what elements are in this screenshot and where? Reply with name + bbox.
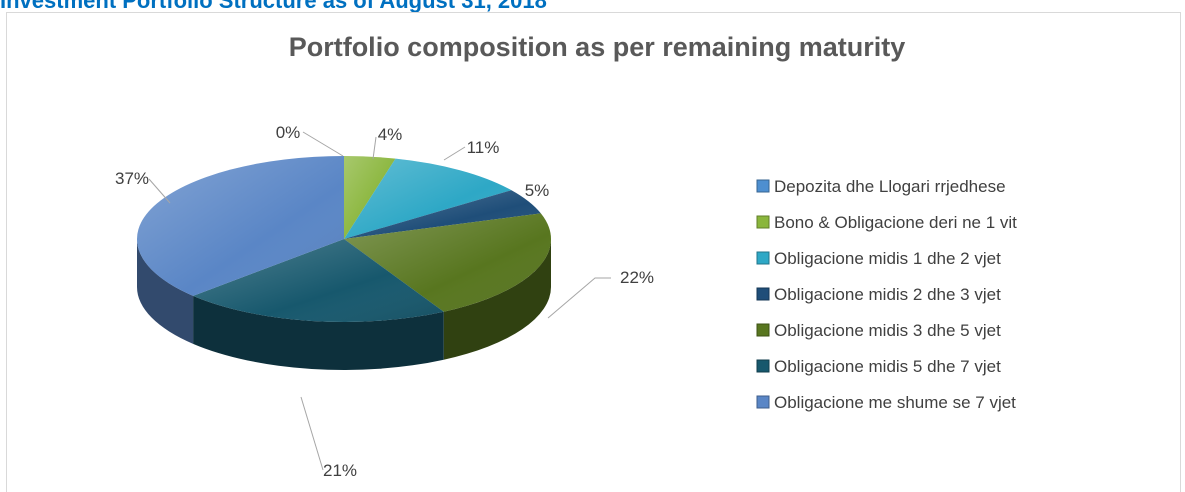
pie-top bbox=[137, 156, 551, 322]
legend-swatch-5 bbox=[756, 359, 770, 373]
legend-swatch-0 bbox=[756, 179, 770, 193]
legend-swatch-2 bbox=[756, 251, 770, 265]
data-label-1: 4% bbox=[378, 125, 403, 144]
data-label-4: 22% bbox=[620, 268, 654, 287]
leader-line-2 bbox=[443, 146, 466, 161]
legend-label-2: Obligacione midis 1 dhe 2 vjet bbox=[774, 249, 1001, 268]
pie-slice-shine-3 bbox=[344, 190, 541, 239]
pie-side-6 bbox=[137, 239, 194, 344]
data-label-2: 11% bbox=[467, 138, 500, 157]
pie-slice-shine-1 bbox=[344, 156, 396, 239]
legend-swatch-3 bbox=[756, 287, 770, 301]
pie-slice-shine-4 bbox=[344, 213, 551, 312]
data-label-6: 37% bbox=[115, 169, 149, 188]
data-label-5: 21% bbox=[323, 461, 357, 480]
pie-slice-shine-6 bbox=[137, 156, 344, 296]
pie-slice-shine-5 bbox=[193, 239, 444, 322]
legend-label-0: Depozita dhe Llogari rrjedhese bbox=[774, 177, 1006, 196]
legend-label-6: Obligacione me shume se 7 vjet bbox=[774, 393, 1016, 412]
leader-line-1 bbox=[372, 136, 377, 160]
leader-line-6 bbox=[148, 178, 171, 204]
chart-title: Portfolio composition as per remaining m… bbox=[289, 32, 906, 62]
leader-lines bbox=[148, 131, 611, 471]
legend-swatch-6 bbox=[756, 395, 770, 409]
legend-label-4: Obligacione midis 3 dhe 5 vjet bbox=[774, 321, 1001, 340]
page-header: Investment Portfolio Structure as of Aug… bbox=[0, 0, 1185, 12]
leader-line-4 bbox=[547, 277, 611, 319]
chart-area: Portfolio composition as per remaining m… bbox=[6, 12, 1181, 492]
legend-swatch-4 bbox=[756, 323, 770, 337]
data-label-3: 5% bbox=[525, 181, 550, 200]
pie-side-5 bbox=[193, 295, 444, 370]
legend-label-3: Obligacione midis 2 dhe 3 vjet bbox=[774, 285, 1001, 304]
data-labels: 0% 4% 11% 5% 22% 21% 37% bbox=[115, 123, 654, 480]
pie-slice-shine-2 bbox=[344, 158, 512, 239]
pie-sides bbox=[137, 239, 551, 370]
legend-swatch-1 bbox=[756, 215, 770, 229]
data-label-0: 0% bbox=[276, 123, 301, 142]
legend: Depozita dhe Llogari rrjedhese Bono & Obl… bbox=[756, 177, 1017, 412]
leader-line-0 bbox=[302, 131, 344, 157]
leader-line-5 bbox=[300, 396, 324, 471]
legend-label-5: Obligacione midis 5 dhe 7 vjet bbox=[774, 357, 1001, 376]
pie-chart: Portfolio composition as per remaining m… bbox=[115, 32, 1017, 480]
pie-side-4 bbox=[443, 239, 551, 360]
legend-label-1: Bono & Obligacione deri ne 1 vit bbox=[774, 213, 1017, 232]
